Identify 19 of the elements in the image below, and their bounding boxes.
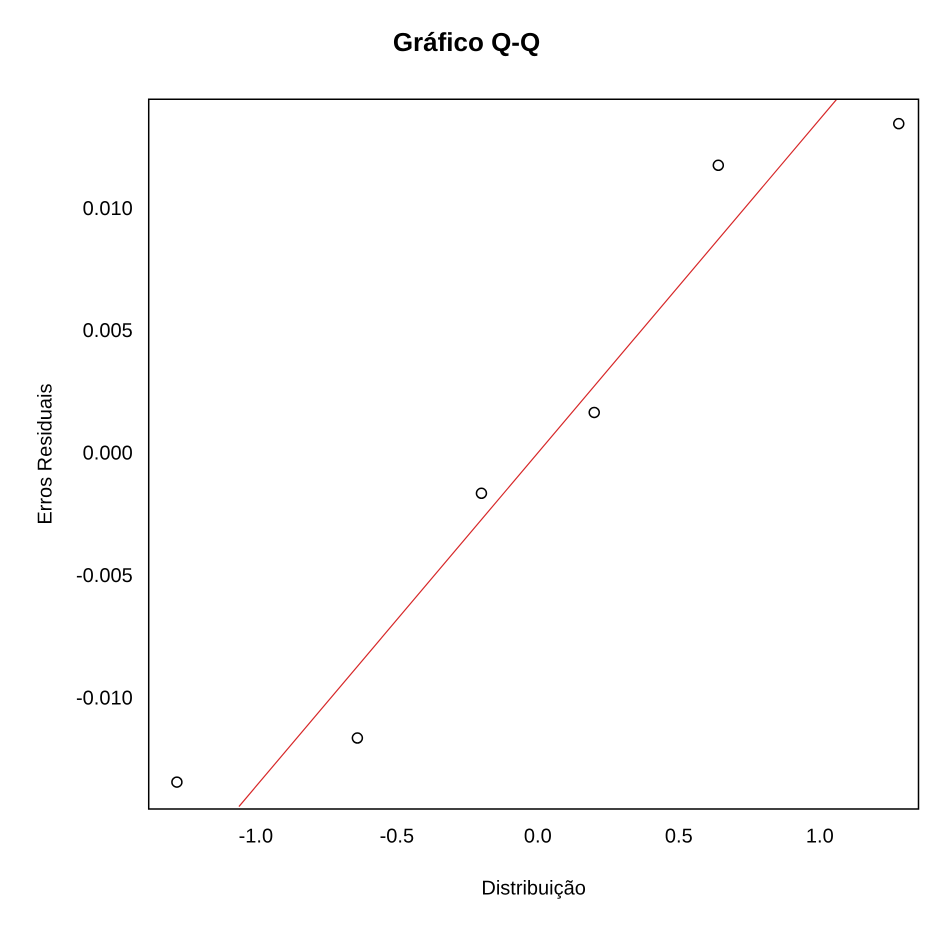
point [476,488,488,500]
point [171,776,183,788]
x-tick-label: 1.0 [806,826,834,848]
x-tick-label: -0.5 [380,826,414,848]
x-tick-label: -1.0 [238,826,274,848]
x-axis-title: Distribuição [481,878,586,900]
point [588,406,600,418]
point [352,732,364,744]
x-tick-label: 0.5 [664,826,693,848]
y-tick-label: 0.010 [82,198,133,220]
chart-title: Gráfico Q-Q [392,26,540,57]
y-tick-label: 0.005 [82,320,133,342]
x-tick-label: 0.0 [524,826,552,848]
y-tick-label: -0.010 [76,687,133,710]
y-tick-label: 0.000 [82,442,133,465]
y-tick-label: -0.005 [76,564,133,587]
point [893,118,905,130]
y-axis-title: Erros Residuais [34,384,57,525]
point [712,160,724,172]
